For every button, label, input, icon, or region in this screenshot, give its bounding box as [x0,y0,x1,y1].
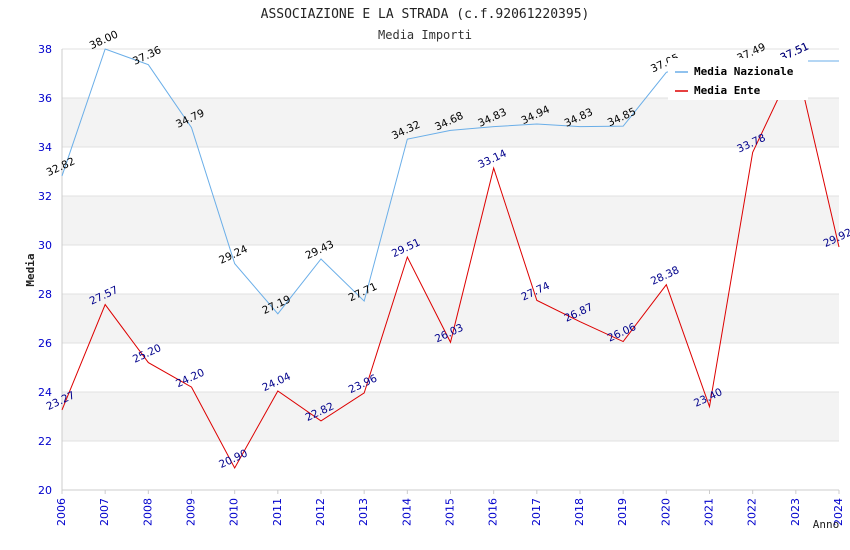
legend-label-ente: Media Ente [694,84,761,97]
x-tick-label: 2021 [703,498,716,526]
y-tick-label: 34 [38,141,52,154]
data-label: 33.14 [476,147,509,171]
x-tick-label: 2007 [98,498,111,526]
axes [61,49,840,494]
y-tick-label: 36 [38,92,52,105]
y-tick-labels: 20 22 24 26 28 30 32 34 36 38 [38,43,52,497]
x-tick-label: 2008 [141,498,154,526]
x-tick-label: 2019 [616,498,629,526]
x-tick-label: 2016 [487,498,500,526]
legend-label-nazionale: Media Nazionale [694,65,794,78]
x-tick-label: 2010 [228,498,241,526]
x-tick-label: 2024 [832,498,845,526]
data-label: 32.82 [45,155,77,179]
data-label: 28.38 [649,264,681,288]
legend: Media Nazionale Media Ente [668,58,808,100]
x-tick-label: 2022 [746,498,759,526]
x-tick-labels: 2006 2007 2008 2009 2010 2011 2012 2013 2014 2015… [55,498,845,526]
x-axis-label: Anno [813,518,840,531]
x-tick-label: 2013 [357,498,370,526]
y-tick-label: 38 [38,43,52,56]
chart-subtitle: Media Importi [378,28,472,42]
data-label: 20.90 [217,447,249,471]
series-line-media-ente [61,59,840,469]
x-tick-label: 2009 [185,498,198,526]
y-tick-label: 30 [38,239,52,252]
plot-bands [62,98,839,441]
y-tick-label: 24 [38,386,52,399]
plot-band [62,294,839,343]
legend-box [668,58,808,100]
plot-band [62,392,839,441]
x-tick-label: 2014 [400,498,413,526]
y-tick-label: 26 [38,337,52,350]
x-tick-label: 2020 [659,498,672,526]
x-tick-label: 2017 [530,498,543,526]
x-tick-label: 2011 [271,498,284,526]
plot-band [62,196,839,245]
data-label: 24.04 [260,370,293,394]
x-tick-label: 2023 [789,498,802,526]
y-axis-label: Media [24,253,37,286]
plot-band [62,98,839,147]
x-tick-label: 2015 [444,498,457,526]
x-tick-label: 2018 [573,498,586,526]
x-tick-label: 2006 [55,498,68,526]
chart-title: ASSOCIAZIONE E LA STRADA (c.f.9206122039… [261,7,590,22]
data-label: 29.24 [217,243,250,267]
x-tick-label: 2012 [314,498,327,526]
y-tick-label: 22 [38,435,52,448]
y-tick-label: 20 [38,484,52,497]
y-tick-label: 32 [38,190,52,203]
y-tick-label: 28 [38,288,52,301]
